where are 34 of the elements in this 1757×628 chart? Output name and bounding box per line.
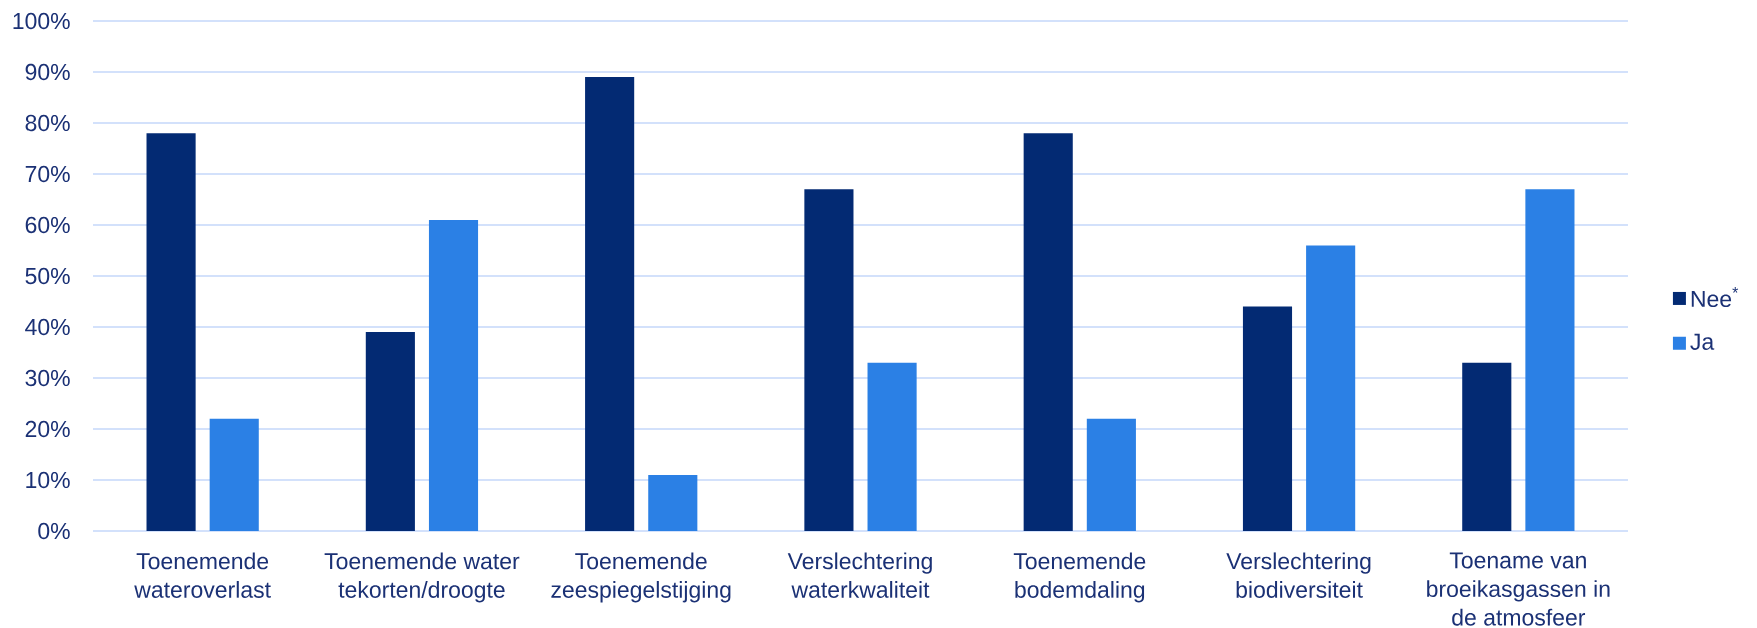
- y-tick-label: 70%: [25, 165, 70, 183]
- y-tick-label: 20%: [25, 420, 70, 438]
- x-tick-label: Toenemende bodemdaling: [1013, 552, 1146, 603]
- bar: [209, 418, 259, 531]
- bar: [1306, 245, 1356, 531]
- y-tick-label: 30%: [25, 369, 70, 387]
- y-tick-label: 90%: [25, 63, 70, 81]
- bar: [804, 189, 854, 531]
- y-tick-label: 0%: [38, 522, 70, 540]
- x-tick-label: Verslechtering biodiversiteit: [1226, 552, 1371, 598]
- x-tick-label: Verslechtering waterkwaliteit: [787, 552, 932, 598]
- y-tick-label: 80%: [25, 114, 70, 132]
- y-tick-label: 50%: [25, 267, 70, 285]
- y-tick-label: 40%: [25, 318, 70, 336]
- bar: [585, 77, 635, 531]
- x-tick-label: Toename van broeikasgassen in de atmosfeer: [1427, 552, 1610, 626]
- y-tick-label: 60%: [25, 216, 70, 234]
- x-tick-label: Toenemende wateroverlast: [134, 552, 271, 598]
- bar: [867, 362, 917, 531]
- y-tick-label: 100%: [13, 12, 70, 30]
- bar: [648, 474, 698, 531]
- bar: [1086, 418, 1136, 531]
- bar: [1525, 189, 1575, 531]
- bar: [365, 332, 415, 531]
- bar: [1242, 306, 1293, 531]
- bar: [1462, 362, 1512, 531]
- bar: [1023, 133, 1073, 531]
- bar: [428, 219, 479, 531]
- x-tick-label: Toenemende water tekorten/droogte: [324, 552, 520, 603]
- legend-label: Nee$^{*}$: [1691, 287, 1739, 308]
- x-tick-label: Toenemende zeespiegelstijging: [551, 552, 731, 603]
- legend-label: Ja: [1690, 333, 1715, 350]
- bar: [146, 133, 196, 531]
- y-tick-label: 10%: [26, 471, 70, 489]
